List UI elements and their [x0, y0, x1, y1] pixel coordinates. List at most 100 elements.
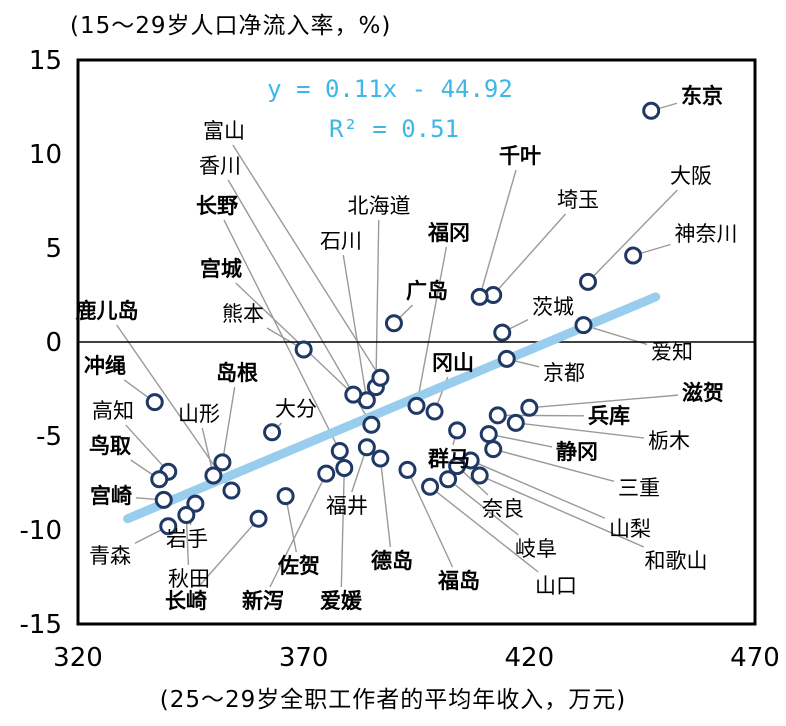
x-tick-label: 370 [279, 643, 329, 673]
point-label: 香川 [199, 154, 241, 178]
data-point [263, 423, 282, 442]
data-point [357, 438, 376, 457]
data-point [520, 398, 539, 417]
leader-line [269, 480, 324, 588]
leader-line [375, 219, 380, 379]
point-label: 埼玉 [557, 188, 599, 212]
leader-line [436, 491, 539, 573]
point-label: 青森 [89, 544, 131, 568]
point-label: 广岛 [406, 279, 448, 303]
y-tick-label: 15 [29, 46, 62, 76]
data-point [177, 505, 196, 524]
regression-equation: y = 0.11x - 44.92 [267, 75, 513, 103]
chart-title: (15～29岁人口净流入率，%) [70, 13, 392, 39]
point-label: 大分 [275, 397, 317, 421]
data-point [213, 453, 232, 472]
data-point [371, 368, 390, 387]
leader-line [501, 450, 615, 483]
data-point [579, 272, 598, 291]
leader-line [342, 254, 367, 393]
data-point [493, 323, 512, 342]
leader-line [185, 523, 190, 566]
point-label: 佐贺 [277, 554, 320, 578]
data-point [145, 393, 164, 412]
data-point [335, 458, 354, 477]
point-label: 宫城 [200, 257, 242, 281]
data-point [488, 406, 507, 425]
point-label: 爱知 [651, 340, 693, 364]
y-tick-label: -10 [20, 516, 62, 546]
data-point [330, 442, 349, 461]
point-label: 山口 [535, 574, 577, 598]
x-axis-title: (25～29岁全职工作者的平均年收入，万元) [159, 687, 627, 713]
data-point [506, 413, 525, 432]
point-label: 茨城 [532, 295, 574, 319]
point-label: 滋贺 [682, 381, 724, 405]
leader-line [481, 169, 517, 289]
x-tick-label: 470 [730, 643, 780, 673]
point-label: 鹿儿岛 [76, 299, 139, 323]
data-point [384, 314, 403, 333]
point-label: 爱媛 [320, 589, 363, 613]
leader-line [351, 455, 365, 493]
point-label: 栃木 [648, 429, 690, 453]
data-point [642, 101, 661, 120]
leader-line [487, 478, 645, 548]
data-point [398, 460, 417, 479]
leader-line [641, 243, 671, 254]
point-label: 宫崎 [90, 484, 132, 508]
leader-line [340, 476, 345, 588]
data-point [344, 385, 363, 404]
leader-line [130, 459, 153, 476]
data-point [294, 340, 313, 359]
leader-line [380, 466, 392, 548]
leader-line [227, 179, 368, 418]
leader-line [134, 529, 162, 544]
leader-line [410, 477, 454, 568]
data-point [276, 487, 295, 506]
leader-line [452, 438, 456, 446]
point-label: 新泻 [242, 589, 284, 613]
r-squared-label: R² = 0.51 [329, 115, 459, 143]
point-label: 北海道 [348, 194, 411, 218]
point-label: 长野 [196, 194, 238, 218]
data-point [371, 449, 390, 468]
point-label: 熊本 [222, 302, 264, 326]
point-label: 山形 [178, 402, 220, 426]
data-point [249, 509, 268, 528]
data-point [186, 494, 205, 513]
data-point [407, 396, 426, 415]
data-point [150, 470, 169, 489]
leader-line [537, 394, 679, 408]
y-tick-label: -5 [36, 422, 62, 452]
leader-line [135, 497, 156, 500]
point-label: 岐阜 [515, 537, 557, 561]
leader-line [232, 144, 377, 371]
point-label: 富山 [203, 119, 245, 143]
point-label: 岩手 [166, 527, 208, 551]
leader-line [201, 427, 213, 468]
point-label: 福冈 [427, 221, 470, 245]
leader-line [417, 246, 448, 398]
leader-line [223, 386, 236, 455]
data-point [470, 287, 489, 306]
point-label: 和歌山 [645, 549, 708, 573]
point-label: 冲绳 [84, 354, 126, 378]
leader-line [125, 424, 164, 466]
data-point [497, 349, 516, 368]
point-label: 鸟取 [89, 434, 131, 458]
leader-line [496, 435, 553, 448]
point-label: 秋田 [168, 567, 210, 591]
plot-border [76, 58, 757, 626]
point-label: 长崎 [165, 589, 207, 613]
leader-line [593, 189, 678, 277]
data-point [421, 477, 440, 496]
leader-line [514, 360, 540, 368]
point-label: 山梨 [609, 517, 651, 541]
x-tick-label: 420 [505, 643, 555, 673]
point-label: 兵库 [588, 404, 630, 428]
leader-line [454, 483, 519, 536]
point-label: 京都 [543, 361, 585, 385]
